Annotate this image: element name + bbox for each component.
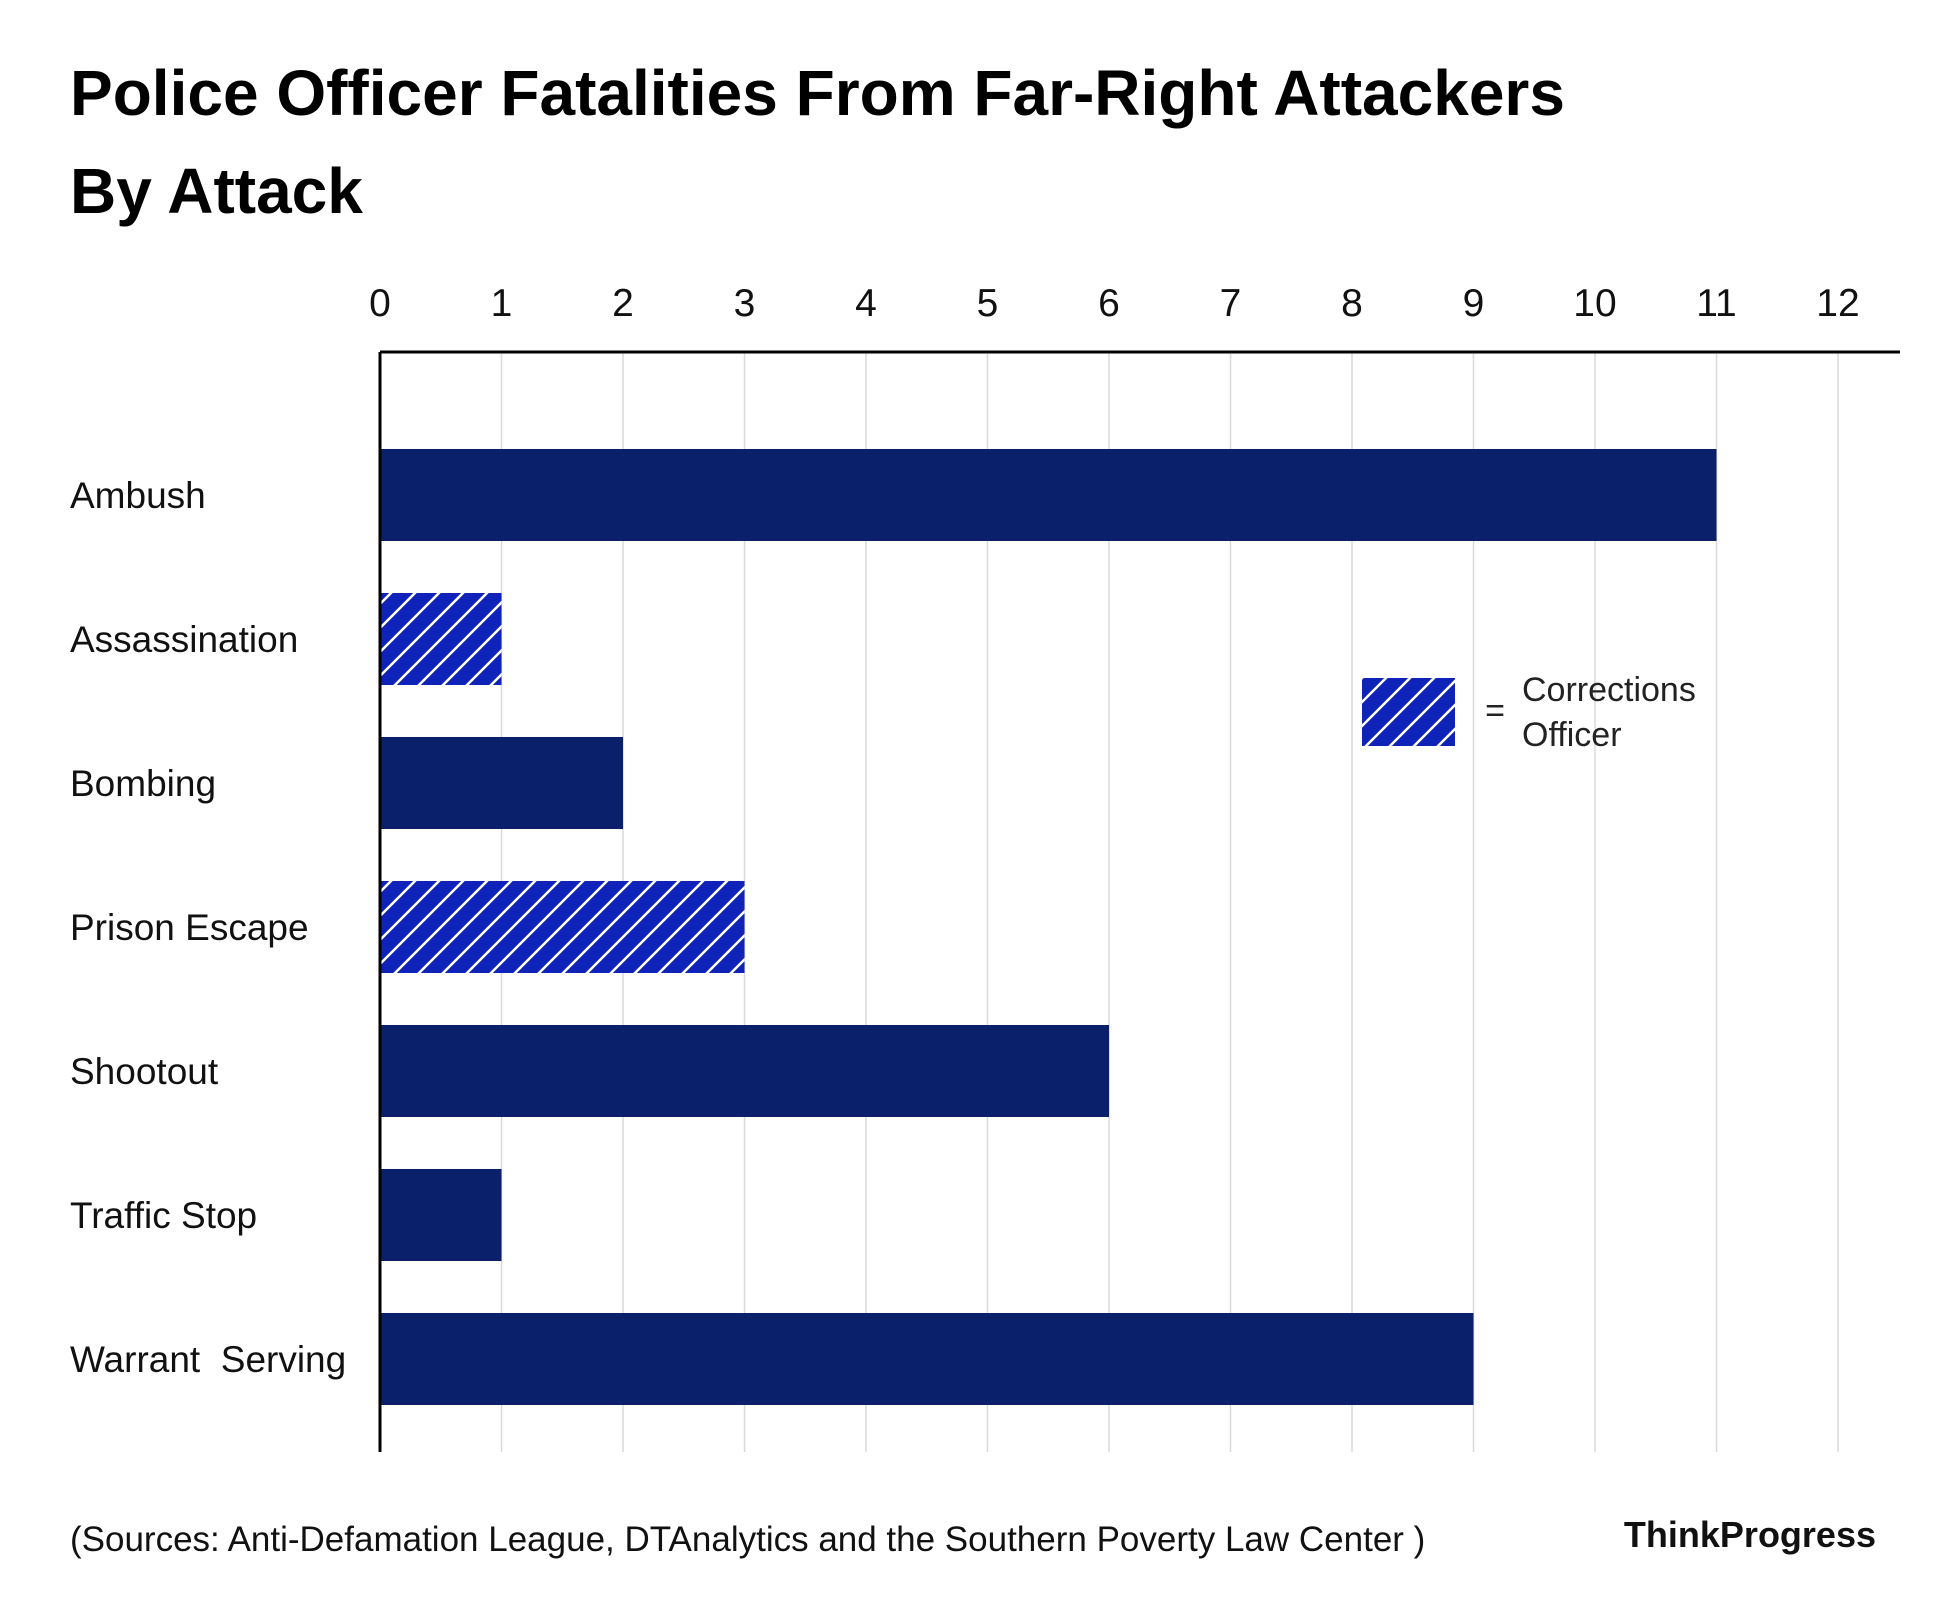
axes: 0 1 2 3 4 5 6 7 8 9 10 11 12AmbushAssassinationBombi…: [70, 282, 1900, 1452]
y-category-label-bombing: Bombing: [70, 763, 216, 804]
x-tick-label-8: 8: [1341, 282, 1363, 325]
x-tick-label-3: 3: [734, 282, 756, 325]
bar-prison-escape: [381, 881, 745, 973]
x-tick-label-6: 6: [1098, 282, 1120, 325]
x-tick-label-11: 11: [1696, 282, 1737, 325]
y-category-label-traffic-stop: Traffic Stop: [70, 1195, 257, 1236]
legend-hatch-swatch: [1362, 678, 1455, 746]
bar-warrant-serving: [381, 1313, 1474, 1405]
bar-assassination: [381, 593, 502, 685]
x-tick-label-9: 9: [1463, 282, 1485, 325]
bars: [381, 449, 1717, 1405]
legend-label: Corrections Officer: [1522, 668, 1762, 758]
y-category-label-shootout: Shootout: [70, 1051, 219, 1092]
source-note: (Sources: Anti-Defamation League, DTAnal…: [70, 1520, 1426, 1559]
legend-label-line-2: Officer: [1522, 716, 1622, 754]
brand-logo: ThinkProgress: [1623, 1514, 1876, 1555]
legend-label-line-1: Corrections: [1522, 671, 1696, 709]
y-category-label-warrant-serving: Warrant Serving: [70, 1339, 346, 1380]
y-category-label-assassination: Assassination: [70, 619, 298, 660]
chart-title-line-2: By Attack: [70, 155, 363, 227]
x-tick-label-5: 5: [977, 282, 999, 325]
bar-bombing: [381, 737, 623, 829]
x-tick-label-10: 10: [1573, 282, 1616, 325]
y-category-label-prison-escape: Prison Escape: [70, 907, 309, 948]
bar-ambush: [381, 449, 1717, 541]
x-tick-label-0: 0: [369, 282, 391, 325]
bar-traffic-stop: [381, 1169, 502, 1261]
x-tick-label-1: 1: [491, 282, 513, 325]
x-tick-label-7: 7: [1220, 282, 1242, 325]
x-tick-label-2: 2: [612, 282, 634, 325]
x-tick-label-4: 4: [855, 282, 877, 325]
bar-shootout: [381, 1025, 1109, 1117]
x-tick-label-12: 12: [1816, 282, 1859, 325]
y-category-label-ambush: Ambush: [70, 475, 206, 516]
chart-title: Police Officer Fatalities From Far-Right…: [70, 44, 1870, 240]
chart-title-line-1: Police Officer Fatalities From Far-Right…: [70, 57, 1565, 129]
legend-equals: =: [1485, 692, 1505, 730]
legend: =: [1362, 678, 1505, 746]
